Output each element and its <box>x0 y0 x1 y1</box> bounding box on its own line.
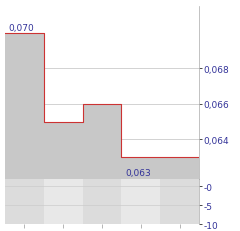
Bar <box>5 179 44 224</box>
Text: 0,063: 0,063 <box>125 168 151 177</box>
Bar <box>83 179 121 224</box>
Bar <box>121 179 160 224</box>
Bar <box>160 179 199 224</box>
Bar <box>44 179 83 224</box>
Text: 0,070: 0,070 <box>9 24 34 33</box>
